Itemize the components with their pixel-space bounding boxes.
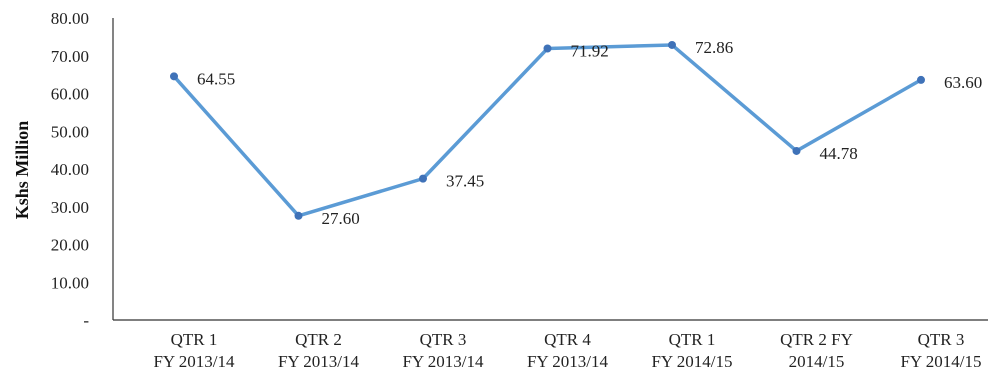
series-layer: 64.55 27.60 37.45 71.92 72.86 44.78 63.60 (170, 38, 982, 228)
data-label: 63.60 (944, 73, 982, 92)
x-category-label: QTR 4 FY 2013/14 (527, 330, 609, 371)
x-category-label-line: QTR 4 (544, 330, 591, 349)
series-line (172, 43, 923, 218)
y-axis-title: Kshs Million (12, 121, 32, 220)
y-tick-label: 30.00 (51, 198, 89, 217)
y-tick-label: 50.00 (51, 122, 89, 141)
x-category-label: QTR 1 FY 2013/14 (153, 330, 235, 371)
x-category-label: QTR 1 FY 2014/15 (651, 330, 732, 371)
data-label: 71.92 (571, 42, 609, 61)
y-tick-label: - (83, 311, 89, 330)
x-category-label-line: QTR 1 (171, 330, 218, 349)
data-label: 27.60 (322, 209, 360, 228)
x-category-label-line: QTR 3 (918, 330, 965, 349)
y-tick-label: 40.00 (51, 160, 89, 179)
x-category-label-line: QTR 1 (669, 330, 716, 349)
data-label: 72.86 (695, 38, 733, 57)
x-category-label-line: 2014/15 (789, 352, 845, 371)
x-category-label-line: FY 2013/14 (278, 352, 360, 371)
data-label: 64.55 (197, 69, 235, 88)
y-tick-label: 10.00 (51, 273, 89, 292)
x-category-label-line: FY 2013/14 (153, 352, 235, 371)
y-tick-label: 20.00 (51, 236, 89, 255)
data-point (170, 72, 178, 81)
y-tick-label: 80.00 (51, 9, 89, 28)
data-point (792, 146, 801, 155)
x-category-label-line: FY 2013/14 (527, 352, 609, 371)
x-category-label-line: FY 2013/14 (402, 352, 484, 371)
data-label: 37.45 (446, 172, 484, 191)
data-point (668, 40, 676, 49)
x-category-label-line: QTR 3 (420, 330, 467, 349)
x-category-label-line: FY 2014/15 (900, 352, 981, 371)
data-point (294, 211, 303, 220)
x-category-label: QTR 2 FY 2013/14 (278, 330, 360, 371)
x-category-labels: QTR 1 FY 2013/14 QTR 2 FY 2013/14 QTR 3 FY 20… (153, 330, 981, 371)
y-tick-label: 70.00 (51, 47, 89, 66)
x-category-label: QTR 3 FY 2013/14 (402, 330, 484, 371)
y-tick-label: 60.00 (51, 85, 89, 104)
y-tick-labels: - 10.00 20.00 30.00 40.00 50.00 60.00 70.00 80.0… (51, 9, 90, 330)
data-point (419, 174, 427, 183)
data-label: 44.78 (820, 144, 858, 163)
x-category-label-line: FY 2014/15 (651, 352, 732, 371)
y-axis: - 10.00 20.00 30.00 40.00 50.00 60.00 70.00 80.0… (51, 9, 114, 330)
x-category-label: QTR 2 FY 2014/15 (780, 330, 853, 371)
data-point (543, 44, 552, 53)
data-point (917, 75, 925, 84)
x-category-label-line: QTR 2 (295, 330, 342, 349)
x-category-label: QTR 3 FY 2014/15 (900, 330, 981, 371)
x-category-label-line: QTR 2 FY (780, 330, 853, 349)
